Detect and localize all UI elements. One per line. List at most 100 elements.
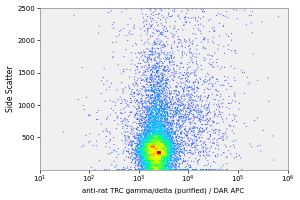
- Point: [150, 50, 154, 53]
- Point: [169, 142, 173, 145]
- Point: [156, 136, 161, 139]
- Point: [142, 158, 147, 161]
- Point: [162, 163, 167, 166]
- Point: [178, 66, 183, 69]
- Point: [161, 127, 166, 131]
- Point: [147, 58, 152, 61]
- Point: [133, 114, 137, 118]
- Point: [148, 107, 153, 110]
- Point: [156, 149, 161, 153]
- Point: [150, 149, 155, 152]
- Point: [162, 136, 167, 140]
- Point: [140, 79, 144, 82]
- Point: [153, 140, 158, 143]
- Point: [153, 144, 158, 147]
- Point: [163, 164, 168, 168]
- Point: [167, 167, 172, 170]
- Point: [182, 136, 187, 139]
- Point: [153, 158, 158, 161]
- Point: [156, 141, 161, 144]
- Point: [163, 154, 167, 157]
- Point: [155, 149, 160, 152]
- Point: [144, 160, 149, 163]
- Point: [141, 78, 146, 82]
- Point: [171, 74, 176, 77]
- Point: [154, 159, 158, 162]
- Point: [157, 109, 162, 112]
- Point: [147, 155, 152, 158]
- Point: [198, 118, 203, 121]
- Point: [155, 147, 160, 150]
- Point: [187, 85, 191, 88]
- Point: [140, 166, 145, 169]
- Point: [146, 156, 151, 160]
- Point: [154, 159, 159, 162]
- Point: [158, 136, 163, 140]
- Point: [152, 161, 157, 164]
- Point: [161, 155, 166, 159]
- Point: [152, 125, 157, 129]
- Point: [182, 154, 187, 157]
- Point: [130, 140, 134, 143]
- Point: [195, 63, 200, 67]
- Point: [153, 152, 158, 155]
- Point: [187, 102, 191, 105]
- Point: [150, 152, 155, 156]
- Point: [154, 159, 159, 163]
- Point: [172, 110, 177, 113]
- Point: [151, 155, 156, 158]
- Point: [180, 50, 185, 53]
- Point: [160, 110, 165, 113]
- Point: [203, 168, 208, 171]
- Point: [168, 149, 173, 152]
- Point: [154, 147, 159, 150]
- Point: [149, 152, 154, 155]
- Point: [145, 146, 150, 150]
- Point: [156, 155, 161, 158]
- Point: [165, 146, 170, 149]
- Point: [148, 145, 152, 148]
- Point: [150, 140, 155, 143]
- Point: [152, 135, 156, 138]
- Point: [164, 126, 169, 130]
- Point: [156, 119, 161, 123]
- Point: [149, 112, 154, 115]
- Point: [143, 148, 148, 152]
- Point: [152, 140, 156, 143]
- Point: [162, 160, 167, 163]
- Point: [214, 108, 219, 111]
- Point: [151, 161, 156, 164]
- Point: [156, 121, 161, 124]
- Point: [153, 143, 158, 146]
- Point: [86, 113, 91, 116]
- Point: [156, 134, 161, 137]
- Point: [161, 123, 166, 126]
- Point: [155, 162, 160, 165]
- Point: [141, 145, 146, 148]
- Point: [159, 153, 164, 156]
- Point: [164, 167, 169, 170]
- Point: [230, 85, 234, 88]
- Point: [170, 140, 175, 143]
- Point: [156, 115, 161, 118]
- Point: [146, 159, 151, 162]
- Point: [151, 135, 155, 139]
- Point: [159, 151, 164, 155]
- Point: [230, 119, 235, 122]
- Point: [150, 139, 155, 142]
- Point: [182, 99, 186, 102]
- Point: [234, 120, 239, 123]
- Point: [152, 152, 157, 155]
- Point: [128, 132, 133, 135]
- Point: [154, 136, 159, 139]
- Point: [173, 132, 178, 135]
- Point: [125, 118, 130, 121]
- Point: [153, 51, 158, 55]
- Point: [171, 141, 176, 145]
- Point: [164, 137, 169, 140]
- Point: [178, 103, 183, 106]
- Point: [153, 133, 158, 136]
- Point: [166, 150, 170, 153]
- Point: [178, 61, 183, 65]
- Point: [151, 138, 156, 141]
